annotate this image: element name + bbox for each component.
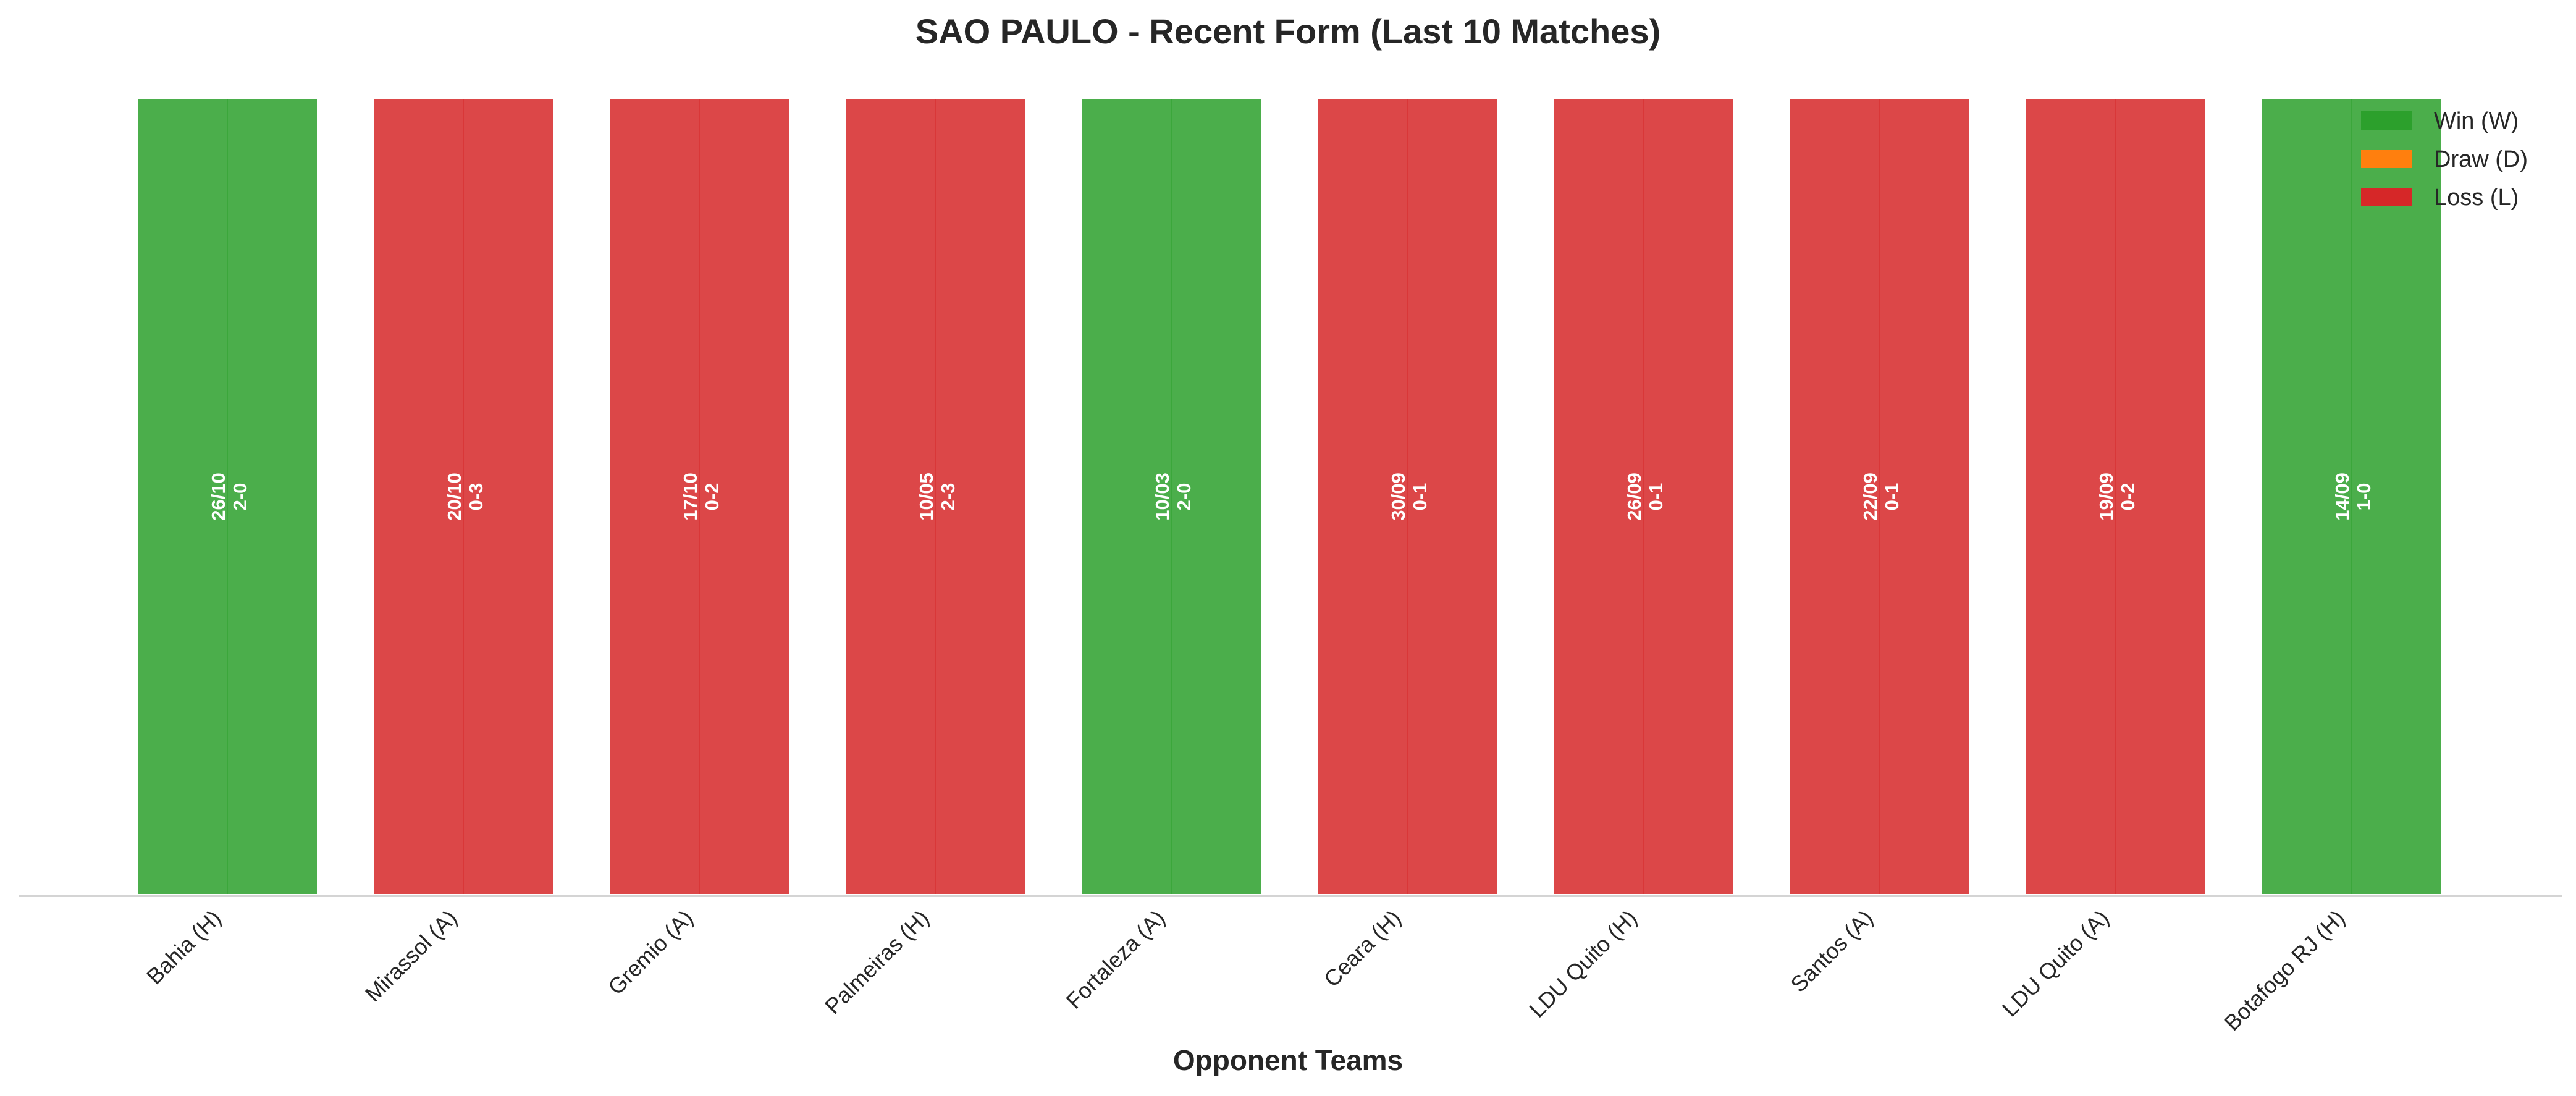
legend-label-l: Loss (L) <box>2434 185 2519 211</box>
bar-date-label: 14/09 <box>2331 473 2353 521</box>
bars-group: 26/102-0 20/100-3 17/100-2 10/052-3 10/032-0… <box>134 96 2444 898</box>
bar-score-label: 0-1 <box>1881 483 1903 511</box>
x-axis-label: Opponent Teams <box>1173 1044 1403 1076</box>
bar-score-label: 0-2 <box>701 483 723 511</box>
bar-date-label: 26/09 <box>1623 473 1645 521</box>
legend-label-d: Draw (D) <box>2434 146 2528 172</box>
bar-score-label: 2-0 <box>1173 483 1195 511</box>
bar-data-label-5: 10/032-0 <box>1151 473 1195 521</box>
legend-swatch-d <box>2361 150 2412 168</box>
bar-date-label: 22/09 <box>1859 473 1881 521</box>
bar-score-label: 1-0 <box>2353 483 2375 511</box>
bar-date-label: 17/10 <box>680 473 701 521</box>
bar-score-label: 0-1 <box>1645 483 1667 511</box>
bar-date-label: 30/09 <box>1387 473 1409 521</box>
bar-data-label-8: 22/090-1 <box>1859 473 1903 521</box>
bar-data-label-2: 20/100-3 <box>444 473 487 521</box>
bar-data-label-6: 30/090-1 <box>1387 473 1431 521</box>
bar-data-label-7: 26/090-1 <box>1623 473 1667 521</box>
legend-swatch-l <box>2361 188 2412 206</box>
bar-date-label: 19/09 <box>2095 473 2117 521</box>
bar-score-label: 0-2 <box>2117 483 2139 511</box>
legend-swatch-w <box>2361 111 2412 130</box>
legend: Win (W) Draw (D) Loss (L) <box>2361 108 2528 211</box>
bar-score-label: 0-1 <box>1409 483 1431 511</box>
bar-score-label: 0-3 <box>465 483 487 511</box>
bar-score-label: 2-0 <box>229 483 251 511</box>
legend-label-w: Win (W) <box>2434 108 2519 134</box>
bar-data-label-10: 14/091-0 <box>2331 473 2375 521</box>
bar-date-label: 10/05 <box>915 473 937 521</box>
bar-data-label-3: 17/100-2 <box>680 473 723 521</box>
bar-data-label-1: 26/102-0 <box>208 473 251 521</box>
bar-date-label: 20/10 <box>444 473 465 521</box>
bar-date-label: 26/10 <box>208 473 229 521</box>
bar-date-label: 10/03 <box>1151 473 1173 521</box>
bar-data-label-9: 19/090-2 <box>2095 473 2139 521</box>
bar-score-label: 2-3 <box>937 483 959 511</box>
bar-data-label-4: 10/052-3 <box>915 473 959 521</box>
chart-title: SAO PAULO - Recent Form (Last 10 Matches… <box>915 12 1661 51</box>
